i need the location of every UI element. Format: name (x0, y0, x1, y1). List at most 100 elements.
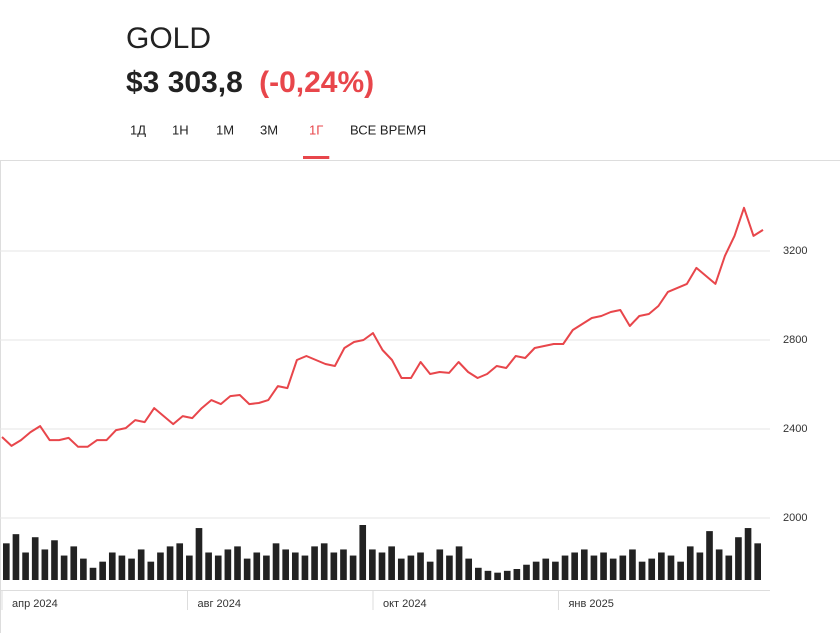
volume-bar (128, 558, 135, 580)
volume-bar (224, 549, 232, 580)
volume-bar (51, 540, 58, 580)
volume-bar (99, 561, 106, 580)
volume-bar (378, 552, 386, 580)
volume-bar (166, 546, 174, 580)
volume-bar (301, 555, 309, 580)
price: $3 303,8 (126, 66, 243, 99)
volume-bar (263, 555, 270, 580)
volume-bar (542, 558, 550, 580)
volume-bar (552, 561, 559, 580)
volume-bar (41, 549, 49, 580)
volume-bar (600, 552, 607, 580)
volume-bar (195, 528, 203, 580)
plot: 2000 2400 2800 3200 апр 2024 авг 2024 окт 2024… (0, 206, 807, 610)
volume-bar (397, 558, 405, 580)
volume-bar (3, 543, 10, 580)
volume-bar (89, 567, 97, 580)
volume-bar (22, 552, 29, 580)
volume-bar (426, 561, 434, 580)
tab[interactable]: 1М (216, 122, 234, 137)
volume-bar (80, 558, 87, 580)
y-tick-label: 2400 (783, 423, 807, 435)
volume-bar (494, 572, 501, 580)
volume-bar (157, 552, 164, 580)
volume-bar (417, 552, 424, 580)
volume-bar (725, 555, 733, 580)
tab[interactable]: 3М (260, 122, 278, 137)
volume-bar (638, 561, 646, 580)
volume-bar (340, 549, 347, 580)
ticker-title: GOLD (126, 22, 211, 55)
y-tick-label: 3200 (783, 245, 807, 257)
volume-bar (60, 555, 68, 580)
volume-bar (349, 555, 357, 580)
volume-bar (320, 543, 328, 580)
volume-bar (436, 549, 444, 580)
volume-bar (629, 549, 636, 580)
volume-bar (686, 546, 694, 580)
volume-bar (465, 558, 473, 580)
volume-bar (214, 555, 222, 580)
x-tick-label: окт 2024 (383, 598, 427, 610)
volume-bar (205, 552, 212, 580)
volume-bar (311, 546, 318, 580)
volume-bar (31, 537, 39, 580)
volume-bar (744, 528, 752, 580)
volume-bar (369, 549, 376, 580)
volume-bar (503, 570, 511, 580)
tab[interactable]: 1Н (172, 122, 189, 137)
x-tick-label: апр 2024 (12, 598, 58, 610)
price-change: (-0,24%) (259, 66, 374, 99)
volume-bar (609, 558, 617, 580)
y-tick-label: 2000 (783, 512, 807, 524)
volume-bar (12, 534, 20, 580)
volume-bar (388, 546, 395, 580)
volume-bar (147, 561, 155, 580)
volume-bar (696, 552, 704, 580)
volume-bar (561, 555, 569, 580)
volume-bar (590, 555, 598, 580)
volume-bar (253, 552, 261, 580)
tabs: 1Д 1Н 1М 3М 1Г ВСЕ ВРЕМЯ (130, 122, 426, 159)
volume-bar (658, 552, 665, 580)
volume-bar (513, 569, 521, 580)
volume-bar (619, 555, 627, 580)
tab[interactable]: ВСЕ ВРЕМЯ (350, 122, 426, 137)
volume-bar (715, 549, 723, 580)
volume-bar (754, 543, 761, 580)
volume-bar (455, 546, 463, 580)
tab[interactable]: 1Г (309, 122, 323, 137)
price-line: $3 303,8 (-0,24%) (126, 66, 374, 99)
volume-bar (282, 549, 289, 580)
price-line (1, 206, 764, 448)
volume-bar (571, 552, 578, 580)
volume-bar (648, 558, 656, 580)
volume-bar (108, 552, 116, 580)
volume-bar (706, 531, 713, 580)
volume-bar (677, 561, 684, 580)
volume-bar (484, 570, 492, 580)
volume-bar (523, 564, 530, 580)
tab-underline (303, 156, 330, 159)
volume-bar (407, 555, 415, 580)
volume-bar (186, 555, 193, 580)
volume-bar (272, 543, 280, 580)
volume-bar (475, 567, 482, 580)
volume-bar (137, 549, 145, 580)
x-tick-label: янв 2025 (568, 598, 613, 610)
volume-bar (118, 555, 126, 580)
y-tick-label: 2800 (783, 334, 807, 346)
volume-bar (330, 552, 338, 580)
volume-bar (667, 555, 675, 580)
volume-bar (735, 537, 742, 580)
volume-bar (446, 555, 453, 580)
volume-bar (243, 558, 251, 580)
volume-bar (291, 552, 299, 580)
tab[interactable]: 1Д (130, 122, 146, 137)
x-tick-label: авг 2024 (197, 598, 241, 610)
volume-bar (176, 543, 184, 580)
volume-bar (580, 549, 588, 580)
volume-bar (359, 525, 367, 580)
